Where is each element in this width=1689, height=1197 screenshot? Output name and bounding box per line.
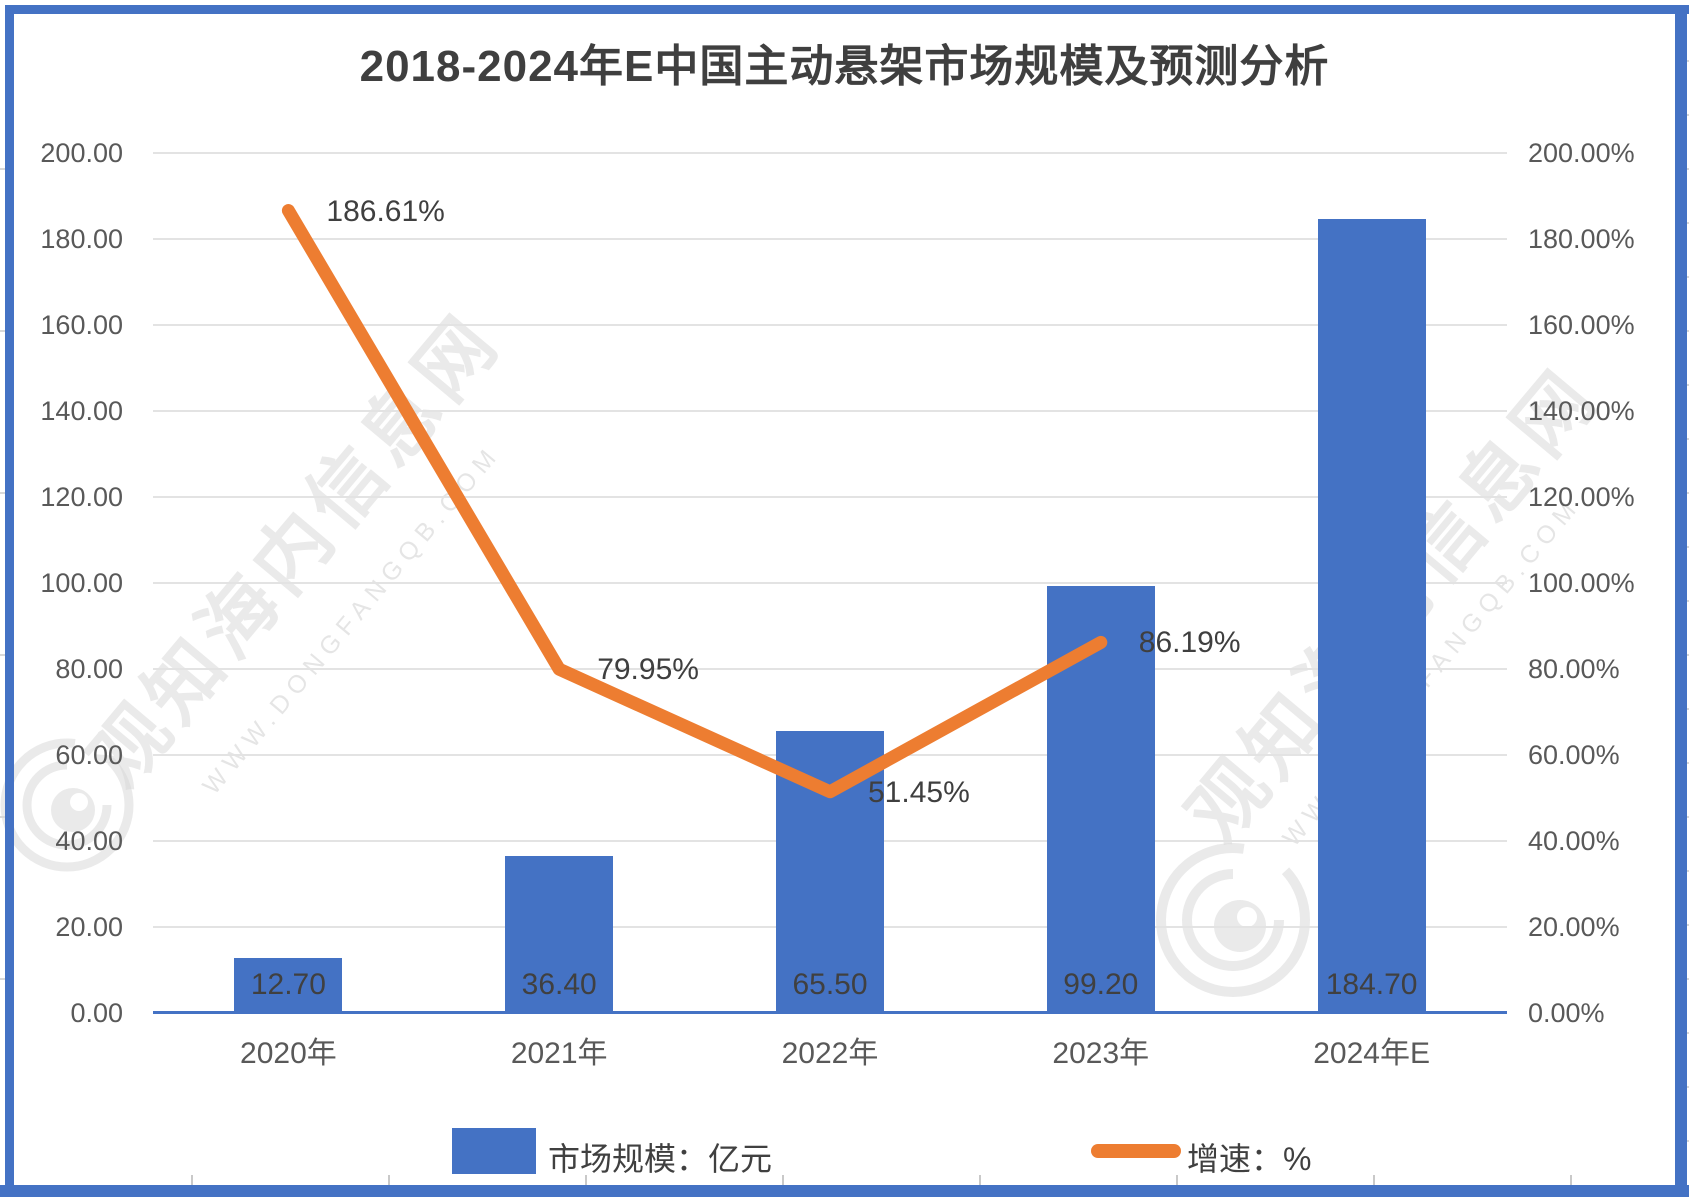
- category-label: 2024年E: [1313, 1037, 1430, 1070]
- left-axis-tick: 200.00: [40, 138, 123, 168]
- row-gridline-stub: [0, 816, 5, 818]
- row-gridline-stub: [1687, 492, 1689, 494]
- row-gridline-stub: [1687, 870, 1689, 872]
- left-axis-tick: 160.00: [40, 310, 123, 340]
- right-axis-tick: 140.00%: [1528, 396, 1635, 426]
- row-gridline-stub: [1687, 654, 1689, 656]
- line-data-label: 186.61%: [326, 194, 445, 228]
- chart-border-left: [5, 5, 14, 1185]
- category-label: 2021年: [510, 1037, 608, 1070]
- row-gridline-stub: [1687, 438, 1689, 440]
- column-gridline-notch: [191, 1175, 193, 1185]
- row-gridline-stub: [1687, 1086, 1689, 1088]
- column-gridline-notch: [388, 1175, 390, 1185]
- row-gridline-stub: [0, 330, 5, 332]
- row-gridline-stub: [1687, 1140, 1689, 1142]
- x-axis-line: [153, 1011, 1507, 1014]
- left-axis-tick: 180.00: [40, 224, 123, 254]
- bar-data-label: 36.40: [521, 968, 597, 1001]
- row-gridline-stub: [0, 978, 5, 980]
- watermark-spiral-logo-icon: [1156, 843, 1310, 997]
- column-gridline-notch: [1373, 1175, 1375, 1185]
- column-gridline-notch: [1176, 1175, 1178, 1185]
- gridline: [153, 152, 1507, 154]
- chart-title: 2018-2024年E中国主动悬架市场规模及预测分析: [359, 42, 1330, 91]
- line-data-label: 51.45%: [868, 775, 970, 809]
- category-label: 2022年: [781, 1037, 879, 1070]
- legend-line-swatch: [1091, 1144, 1181, 1158]
- left-axis-tick: 0.00: [70, 998, 123, 1028]
- column-gridline-notch: [585, 1175, 587, 1185]
- left-axis-tick: 40.00: [55, 826, 123, 856]
- gridline: [153, 238, 1507, 240]
- left-axis-tick: 20.00: [55, 912, 123, 942]
- category-label: 2020年: [240, 1037, 337, 1070]
- bar: [234, 958, 343, 1013]
- left-axis-tick: 80.00: [55, 654, 123, 684]
- right-axis-tick: 100.00%: [1528, 568, 1635, 598]
- row-gridline-stub: [1687, 330, 1689, 332]
- right-axis-tick: 200.00%: [1528, 138, 1635, 168]
- right-axis-tick: 120.00%: [1528, 482, 1635, 512]
- row-gridline-stub: [1687, 546, 1689, 548]
- gridline: [153, 324, 1507, 326]
- column-gridline-notch: [1570, 1175, 1572, 1185]
- row-gridline-stub: [1687, 60, 1689, 62]
- row-gridline-stub: [1687, 222, 1689, 224]
- chart-border-right: [1675, 5, 1687, 1185]
- left-axis-tick: 140.00: [40, 396, 123, 426]
- left-axis-tick: 60.00: [55, 740, 123, 770]
- growth-line: [281, 204, 1108, 799]
- row-gridline-stub: [1687, 978, 1689, 980]
- line-data-label: 79.95%: [597, 653, 699, 687]
- legend: 市场规模：亿元 增速：%: [0, 1120, 1689, 1180]
- row-gridline-stub: [0, 654, 5, 656]
- row-gridline-stub: [1687, 762, 1689, 764]
- right-axis-tick: 160.00%: [1528, 310, 1635, 340]
- legend-line-label: 增速：%: [1187, 1141, 1312, 1177]
- gridline: [153, 410, 1507, 412]
- row-gridline-stub: [1687, 600, 1689, 602]
- bar-data-label: 12.70: [250, 968, 326, 1001]
- legend-bar-label: 市场规模：亿元: [548, 1141, 773, 1177]
- chart-border-bottom: [0, 1185, 1689, 1197]
- right-axis-tick: 180.00%: [1528, 224, 1635, 254]
- bar-data-label: 65.50: [792, 968, 868, 1001]
- row-gridline-stub: [0, 492, 5, 494]
- row-gridline-stub: [0, 168, 5, 170]
- row-gridline-stub: [1687, 276, 1689, 278]
- gridline: [153, 582, 1507, 584]
- row-gridline-stub: [1687, 168, 1689, 170]
- row-gridline-stub: [1687, 114, 1689, 116]
- gridline: [153, 668, 1507, 670]
- row-gridline-stub: [1687, 924, 1689, 926]
- legend-bar-swatch: [452, 1128, 536, 1174]
- right-axis-tick: 0.00%: [1528, 998, 1605, 1028]
- row-gridline-stub: [1687, 816, 1689, 818]
- right-axis-tick: 20.00%: [1528, 912, 1620, 942]
- column-gridline-notch: [979, 1175, 981, 1185]
- left-axis-tick: 120.00: [40, 482, 123, 512]
- chart-border-top: [8, 5, 1689, 14]
- watermark-text-url-left: WWW.DONGFANGQB.COM: [197, 439, 506, 800]
- column-gridline-notch: [782, 1175, 784, 1185]
- right-axis-tick: 80.00%: [1528, 654, 1620, 684]
- line-data-label: 86.19%: [1138, 626, 1241, 660]
- left-axis-tick: 100.00: [40, 568, 123, 598]
- row-gridline-stub: [1687, 708, 1689, 710]
- watermark-text-cn-left: 观知海内信息网: [74, 297, 518, 803]
- bar-data-label: 99.20: [1063, 968, 1139, 1001]
- bar: [1317, 218, 1426, 1013]
- bar-data-label: 184.70: [1325, 968, 1418, 1001]
- row-gridline-stub: [1687, 384, 1689, 386]
- gridline: [153, 496, 1507, 498]
- row-gridline-stub: [1687, 1032, 1689, 1034]
- bar: [505, 856, 614, 1013]
- right-axis-tick: 60.00%: [1528, 740, 1620, 770]
- category-label: 2023年: [1052, 1037, 1150, 1070]
- right-axis-tick: 40.00%: [1528, 826, 1620, 856]
